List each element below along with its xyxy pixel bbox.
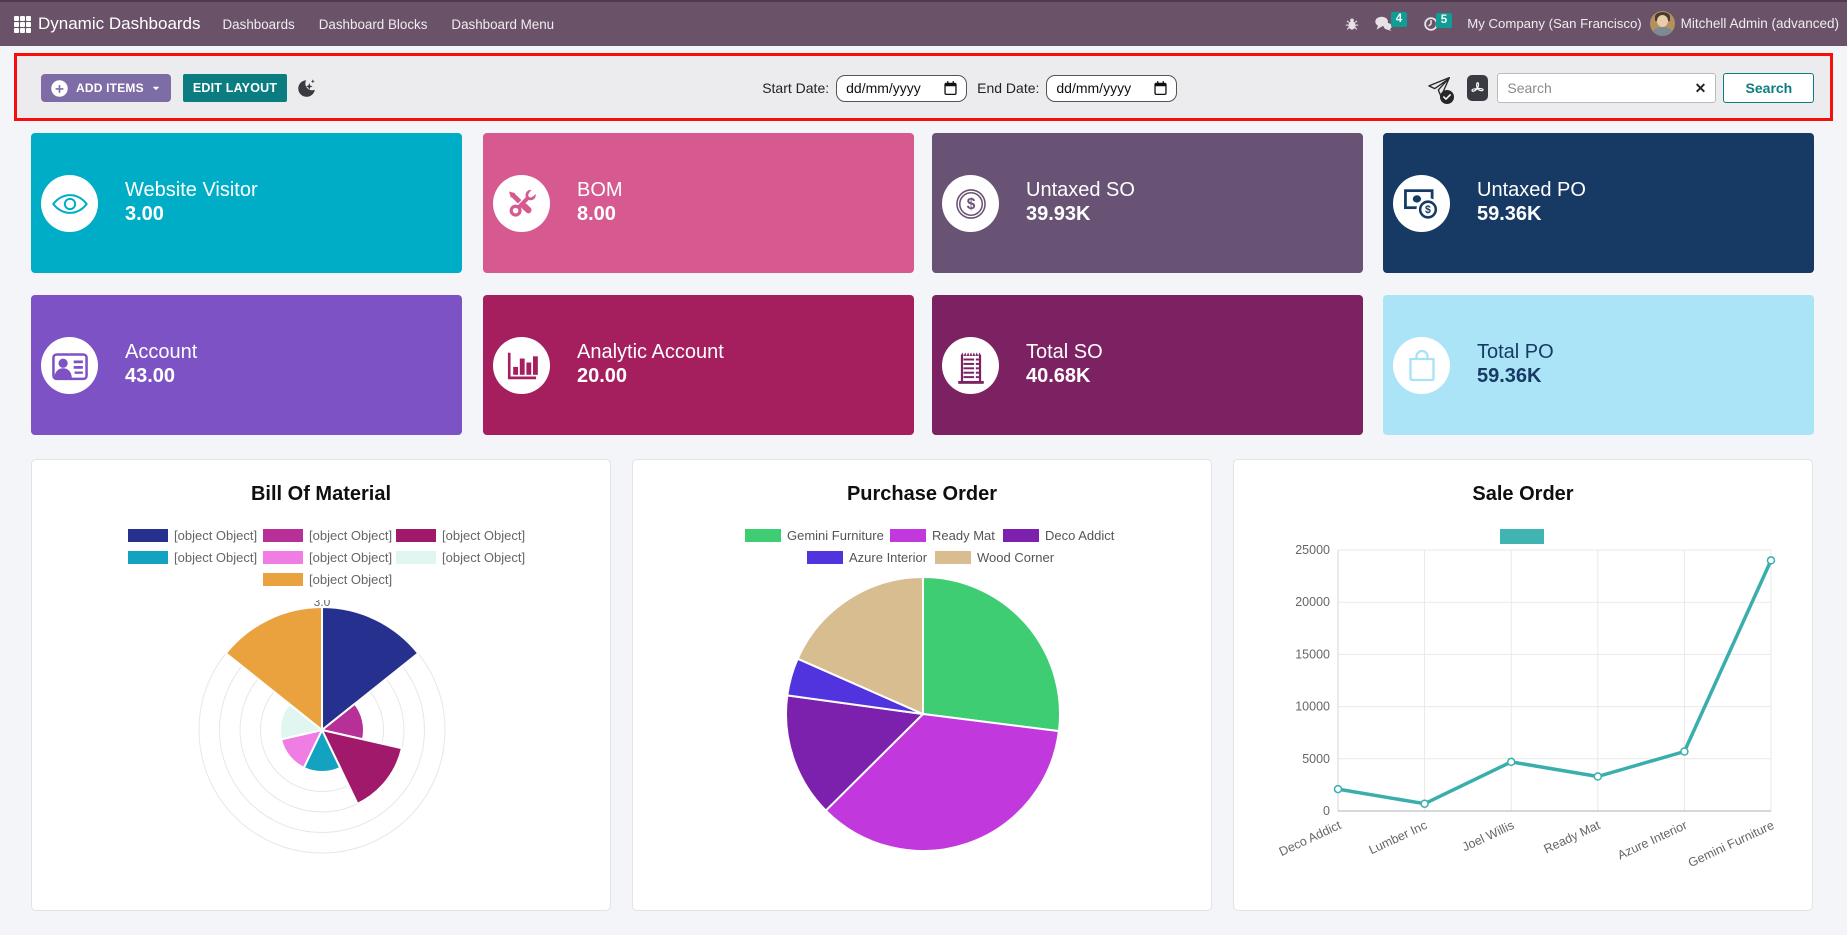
svg-text:Joel Willis: Joel Willis — [1460, 818, 1516, 854]
svg-text:[object Object]: [object Object] — [174, 550, 257, 565]
svg-text:Ready Mat: Ready Mat — [932, 528, 995, 543]
svg-text:[object Object]: [object Object] — [442, 550, 525, 565]
svg-text:Deco Addict: Deco Addict — [1045, 528, 1115, 543]
svg-text:Deco Addict: Deco Addict — [1277, 818, 1344, 859]
svg-text:[object Object]: [object Object] — [174, 528, 257, 543]
svg-text:[object Object]: [object Object] — [309, 528, 392, 543]
svg-text:[object Object]: [object Object] — [442, 528, 525, 543]
svg-text:Lumber Inc: Lumber Inc — [1367, 818, 1430, 857]
svg-text:3.0: 3.0 — [314, 595, 331, 609]
svg-text:10000: 10000 — [1295, 700, 1330, 714]
svg-text:Azure Interior: Azure Interior — [1615, 818, 1689, 862]
svg-text:Ready Mat: Ready Mat — [1542, 818, 1603, 856]
svg-text:25000: 25000 — [1295, 543, 1330, 557]
svg-text:Azure Interior: Azure Interior — [849, 550, 928, 565]
svg-text:Wood Corner: Wood Corner — [977, 550, 1055, 565]
svg-text:5000: 5000 — [1302, 752, 1330, 766]
svg-text:[object Object]: [object Object] — [309, 550, 392, 565]
svg-text:15000: 15000 — [1295, 647, 1330, 661]
svg-text:[object Object]: [object Object] — [309, 572, 392, 587]
svg-text:Gemini Furniture: Gemini Furniture — [1686, 818, 1776, 870]
svg-text:$: $ — [966, 196, 975, 213]
svg-text:$: $ — [1425, 204, 1431, 216]
svg-text:0: 0 — [1323, 804, 1330, 818]
svg-text:Gemini Furniture: Gemini Furniture — [787, 528, 884, 543]
svg-text:20000: 20000 — [1295, 595, 1330, 609]
